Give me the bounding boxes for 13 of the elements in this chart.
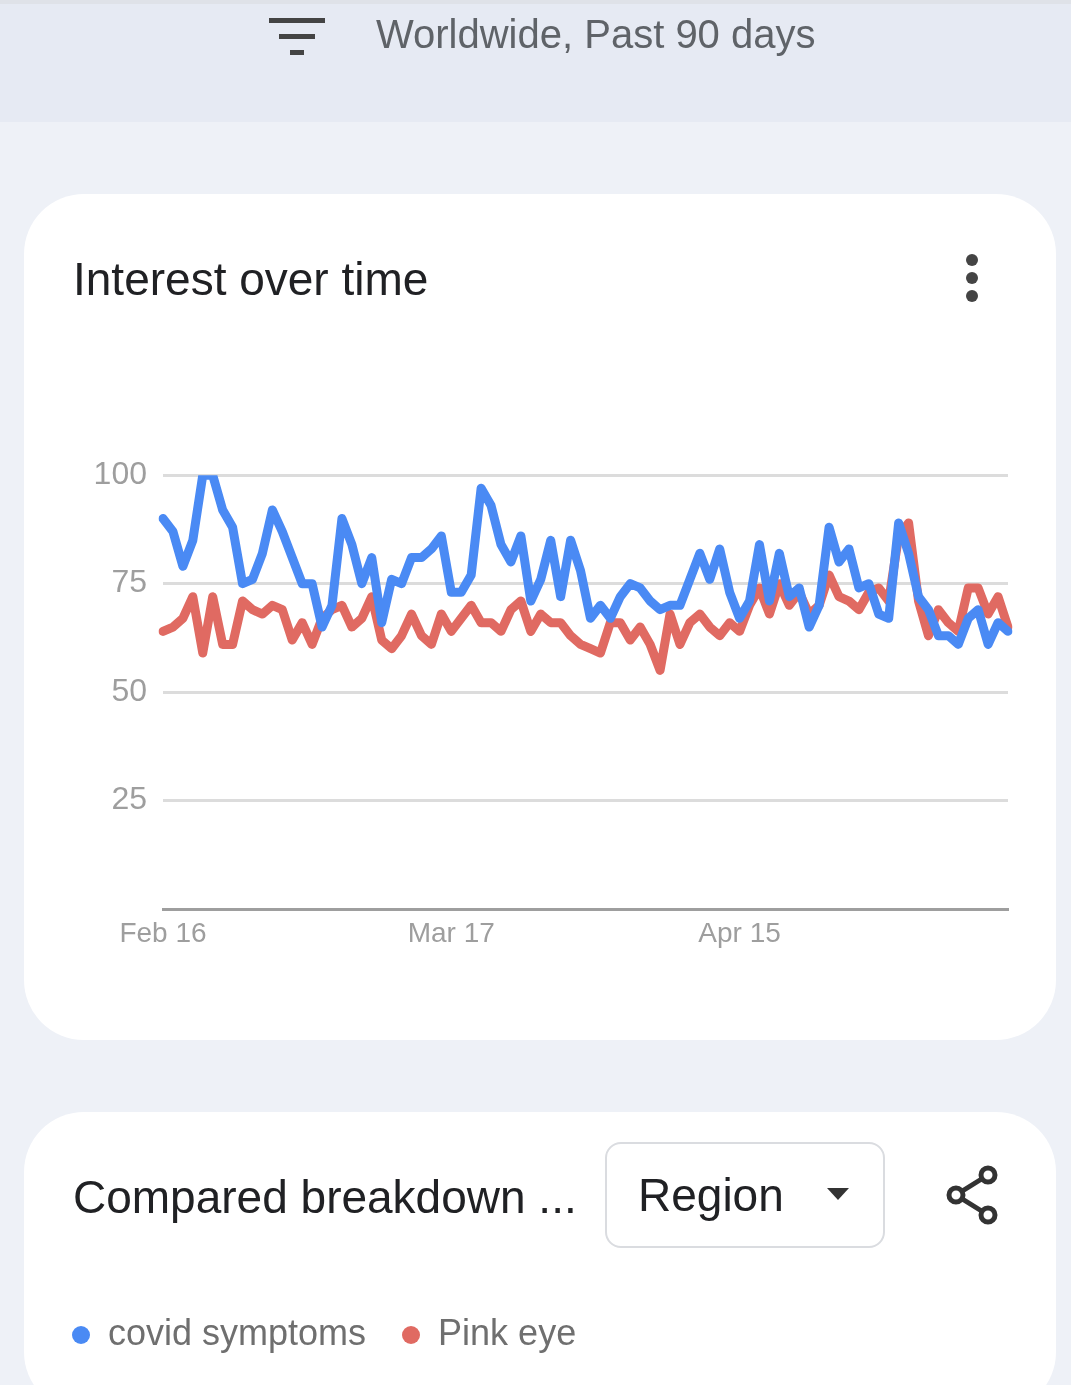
legend-label: Pink eye bbox=[438, 1312, 577, 1353]
text: Compared breakdown ... bbox=[73, 1170, 577, 1224]
text: Region bbox=[638, 1168, 784, 1222]
y-tick-label: 75 bbox=[111, 563, 147, 600]
x-tick-label: Feb 16 bbox=[119, 916, 207, 948]
chart-title: Interest over time bbox=[73, 252, 429, 306]
y-tick-label: 50 bbox=[111, 671, 147, 708]
legend-label: covid symptoms bbox=[108, 1312, 367, 1353]
y-tick-label: 25 bbox=[111, 780, 147, 817]
x-tick-label: Apr 15 bbox=[698, 916, 781, 948]
chart-subtitle: Worldwide, Past 90 days bbox=[376, 12, 816, 57]
x-tick-label: Mar 17 bbox=[407, 916, 495, 948]
y-tick-label: 100 bbox=[93, 455, 147, 492]
